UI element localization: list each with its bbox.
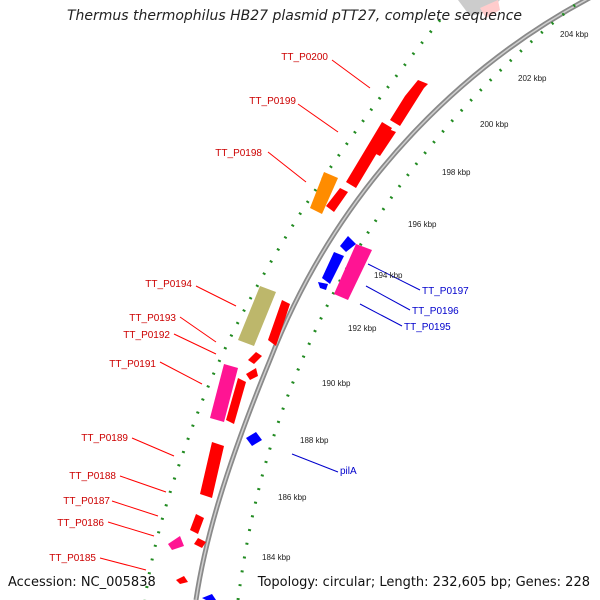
gene-label[interactable]: pilA bbox=[340, 466, 357, 477]
summary-text: Topology: circular; Length: 232,605 bp; … bbox=[257, 575, 590, 590]
top-feature bbox=[458, 0, 500, 18]
accession-text: Accession: NC_005838 bbox=[8, 575, 156, 590]
gene-label[interactable]: TT_P0197 bbox=[422, 286, 469, 297]
tick-label: 196 kbp bbox=[408, 220, 437, 229]
tick-label: 194 kbp bbox=[374, 271, 403, 280]
left-leader-lines bbox=[99, 59, 371, 571]
gene-label[interactable]: TT_P0199 bbox=[249, 96, 296, 107]
orange-gene bbox=[310, 172, 338, 214]
magenta-gene-1 bbox=[210, 364, 238, 422]
magenta-gene-2 bbox=[334, 244, 372, 300]
forward-genes bbox=[176, 80, 428, 584]
right-labels: TT_P0197 TT_P0196 TT_P0195 pilA bbox=[340, 286, 469, 477]
left-labels: TT_P0200 TT_P0199 TT_P0198 TT_P0194 TT_P… bbox=[49, 52, 328, 564]
tick-label: 198 kbp bbox=[442, 168, 471, 177]
gene-label[interactable]: TT_P0200 bbox=[281, 52, 328, 63]
tick-label: 184 kbp bbox=[262, 553, 291, 562]
map-title: Thermus thermophilus HB27 plasmid pTT27,… bbox=[66, 8, 522, 24]
tick-label: 202 kbp bbox=[518, 74, 547, 83]
tick-label: 200 kbp bbox=[480, 120, 509, 129]
backbone-highlight bbox=[195, 0, 588, 600]
gene-label[interactable]: TT_P0191 bbox=[109, 359, 156, 370]
tick-label: 192 kbp bbox=[348, 324, 377, 333]
gene-label[interactable]: TT_P0196 bbox=[412, 306, 459, 317]
olive-gene bbox=[238, 286, 276, 346]
gene-label[interactable]: TT_P0198 bbox=[215, 148, 262, 159]
tick-labels: 204 kbp 202 kbp 200 kbp 198 kbp 196 kbp … bbox=[262, 30, 589, 562]
tick-label: 188 kbp bbox=[300, 436, 329, 445]
right-leader-lines bbox=[291, 263, 421, 473]
gene-label[interactable]: TT_P0195 bbox=[404, 322, 451, 333]
gene-label[interactable]: TT_P0192 bbox=[123, 330, 170, 341]
tick-label: 190 kbp bbox=[322, 379, 351, 388]
tick-label: 204 kbp bbox=[560, 30, 589, 39]
gene-label[interactable]: TT_P0194 bbox=[145, 279, 192, 290]
gene-label[interactable]: TT_P0185 bbox=[49, 553, 96, 564]
gene-label[interactable]: TT_P0188 bbox=[69, 471, 116, 482]
gene-label[interactable]: TT_P0189 bbox=[81, 433, 128, 444]
gene-label[interactable]: TT_P0193 bbox=[129, 313, 176, 324]
gene-label[interactable]: TT_P0186 bbox=[57, 518, 104, 529]
gene-label[interactable]: TT_P0187 bbox=[63, 496, 110, 507]
magenta-gene-3 bbox=[168, 536, 184, 550]
reverse-genes bbox=[202, 236, 356, 600]
tick-label: 186 kbp bbox=[278, 493, 307, 502]
